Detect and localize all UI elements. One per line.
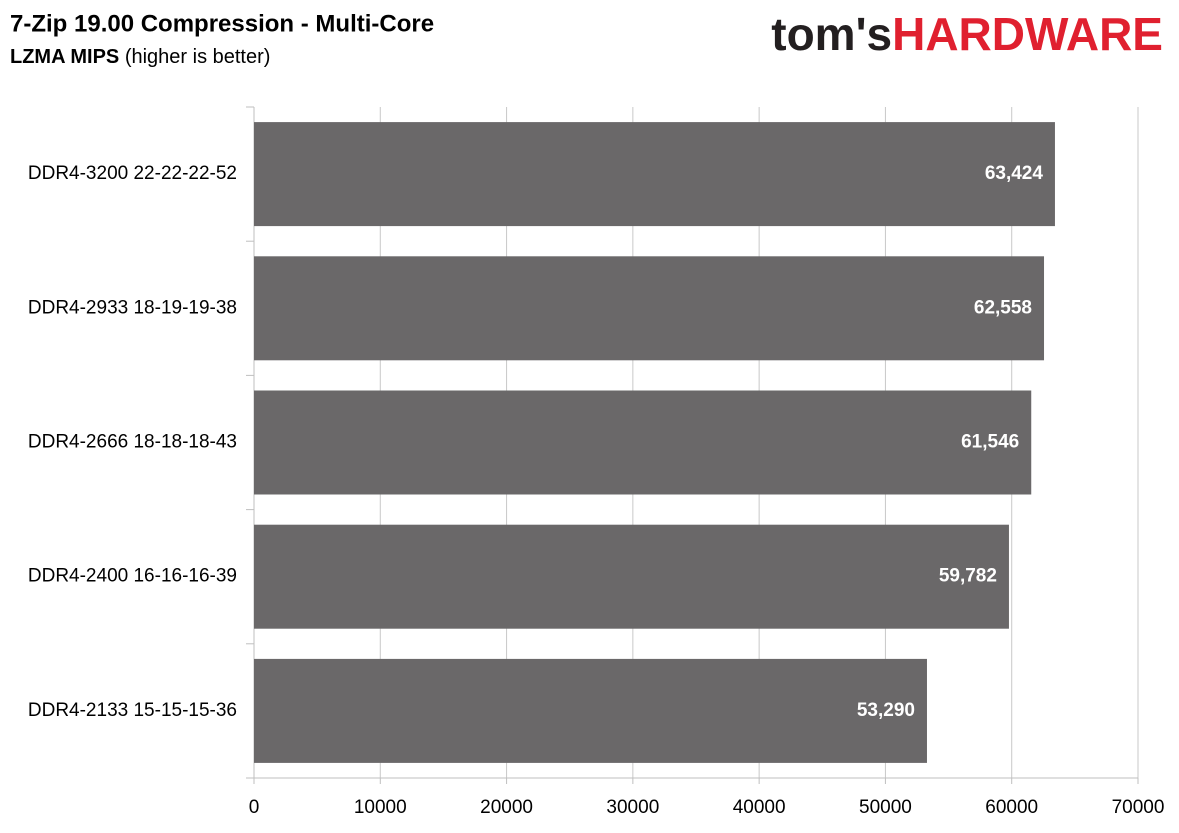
bar xyxy=(254,122,1055,227)
x-tick-label: 60000 xyxy=(985,797,1038,818)
value-label: 63,424 xyxy=(985,163,1044,184)
x-tick-label: 50000 xyxy=(859,797,912,818)
y-tick-label: DDR4-2400 16-16-16-39 xyxy=(28,566,237,587)
bar xyxy=(254,524,1009,629)
y-tick-label: DDR4-2933 18-19-19-38 xyxy=(28,297,237,318)
bar xyxy=(254,390,1032,495)
y-tick-label: DDR4-3200 22-22-22-52 xyxy=(28,163,237,184)
value-label: 61,546 xyxy=(961,432,1019,453)
y-tick-label: DDR4-2666 18-18-18-43 xyxy=(28,432,237,453)
logo-left: tom's xyxy=(771,8,892,60)
value-label: 53,290 xyxy=(857,700,915,721)
logo: tom'sHARDWARE xyxy=(771,8,1163,60)
x-tick-label: 70000 xyxy=(1112,797,1165,818)
value-label: 62,558 xyxy=(974,297,1032,318)
x-tick-label: 40000 xyxy=(733,797,786,818)
chart-subtitle: LZMA MIPS (higher is better) xyxy=(10,46,270,68)
y-tick-label: DDR4-2133 15-15-15-36 xyxy=(28,700,237,721)
x-tick-label: 10000 xyxy=(354,797,407,818)
bar xyxy=(254,256,1045,361)
logo-right: HARDWARE xyxy=(892,8,1163,60)
x-tick-label: 0 xyxy=(249,797,260,818)
bar xyxy=(254,658,927,763)
x-tick-label: 20000 xyxy=(480,797,533,818)
chart-title: 7-Zip 19.00 Compression - Multi-Core xyxy=(10,10,434,37)
subtitle-bold: LZMA MIPS xyxy=(10,46,119,68)
subtitle-rest: (higher is better) xyxy=(125,46,271,68)
value-label: 59,782 xyxy=(939,566,997,587)
x-tick-label: 30000 xyxy=(606,797,659,818)
